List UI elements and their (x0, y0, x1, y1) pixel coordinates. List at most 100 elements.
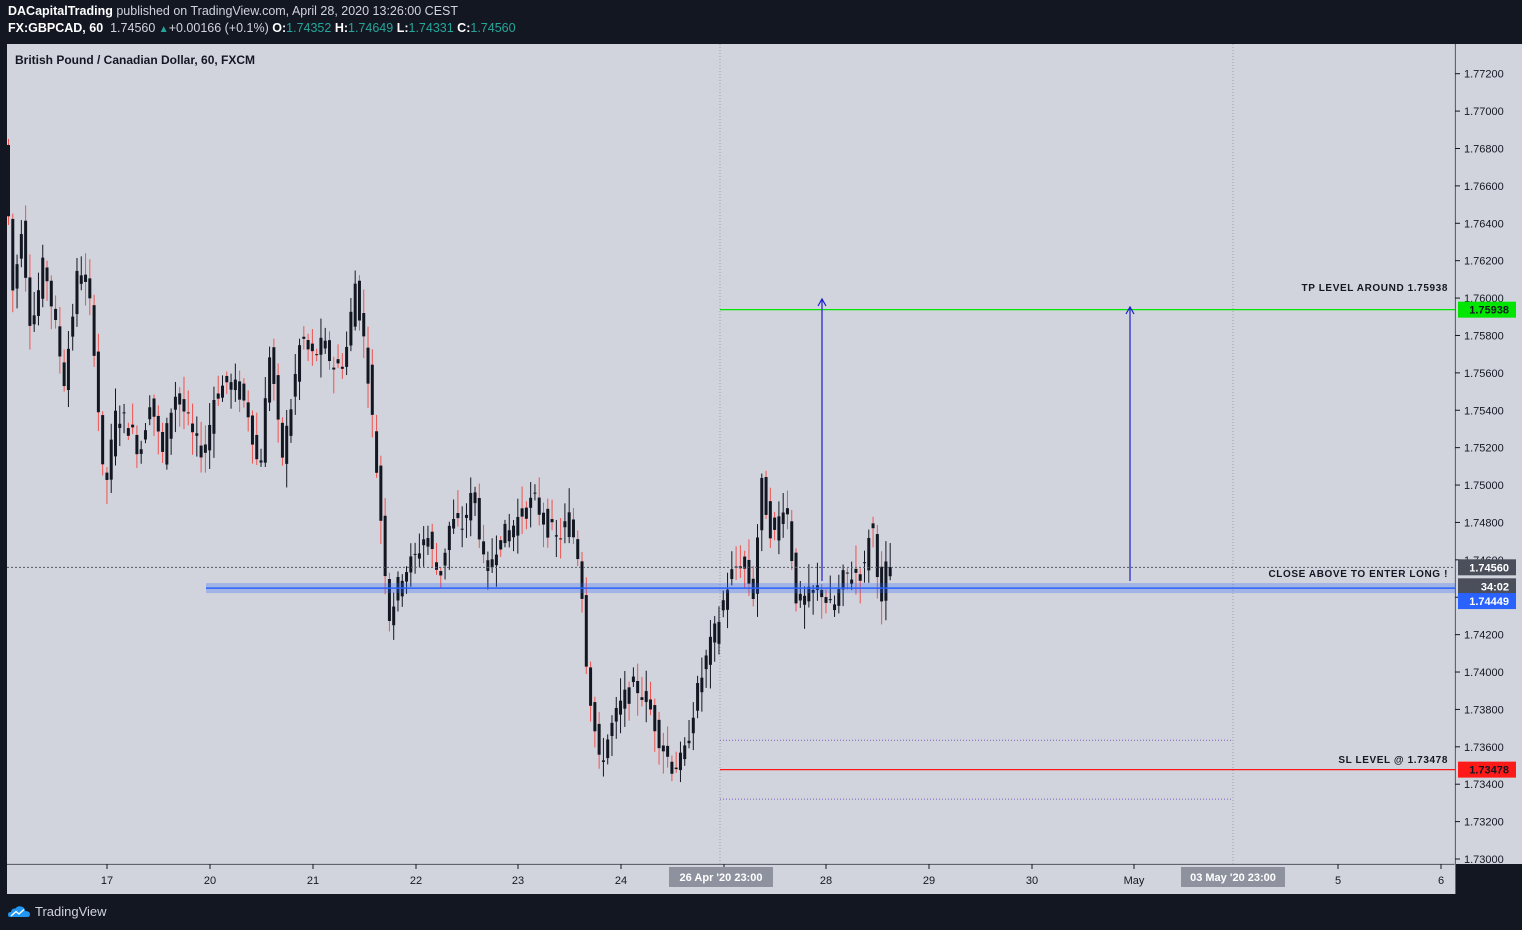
price-tags: 1.74560 34:02 1.74449 1.75938 1.73478 (1458, 301, 1516, 778)
candle-body (490, 559, 494, 568)
last-price: 1.74560 (110, 21, 156, 35)
chart-area[interactable]: British Pound / Canadian Dollar, 60, FXC… (0, 44, 1522, 894)
date-tag-start: 26 Apr '20 23:00 (680, 872, 763, 884)
candle-body (375, 431, 379, 473)
candle-body (482, 541, 486, 555)
candle-body (191, 423, 195, 433)
candle-body (640, 697, 644, 700)
candle-body (280, 422, 284, 458)
candle-body (773, 517, 777, 530)
candle-body (798, 593, 802, 601)
candle-body (422, 539, 426, 546)
candle-body (743, 556, 747, 569)
candle-body (435, 562, 438, 570)
candle-body (186, 412, 190, 414)
candle-body (529, 497, 533, 508)
candle-body (614, 707, 618, 722)
candle-body (383, 515, 387, 577)
candle-body (533, 492, 537, 494)
countdown-tag: 34:02 (1481, 581, 1509, 593)
candle-body (105, 472, 109, 480)
candle-body (49, 280, 53, 307)
candle-body (811, 589, 815, 593)
candle-body (182, 399, 186, 412)
candle-body (233, 379, 237, 391)
candle-body (863, 562, 866, 564)
plot-background[interactable] (7, 44, 1455, 864)
tradingview-cloud-icon (8, 905, 30, 917)
candle-body (229, 382, 233, 390)
low-value: 1.74331 (408, 21, 454, 35)
candle-body (653, 705, 657, 732)
candle-body (143, 430, 147, 440)
candle-body (721, 600, 725, 611)
date-tags: 26 Apr '20 23:00 03 May '20 23:00 (669, 867, 1285, 887)
candle-body (563, 521, 567, 528)
tp-annotation: TP LEVEL AROUND 1.75938 (1302, 283, 1448, 294)
candle-body (310, 343, 314, 352)
candle-body (456, 513, 460, 519)
price-axis[interactable] (1456, 44, 1522, 864)
candle-body (426, 538, 430, 547)
y-tick-label: 1.75400 (1464, 405, 1504, 417)
date-tag-end: 03 May '20 23:00 (1190, 872, 1276, 884)
candle-body (845, 572, 849, 574)
candle-body (156, 415, 160, 432)
candle-body (58, 326, 62, 357)
x-tick-label: 17 (101, 875, 113, 887)
candle-body (272, 347, 276, 384)
candle-body (66, 348, 70, 391)
author-name[interactable]: DACapitalTrading (8, 4, 113, 18)
candle-body (250, 415, 254, 445)
candle-body (41, 257, 45, 299)
entry-price-tag: 1.74449 (1469, 596, 1509, 608)
candle-body (854, 568, 858, 573)
candle-body (781, 512, 785, 524)
x-tick-label: 24 (615, 875, 627, 887)
y-tick-label: 1.74000 (1464, 667, 1504, 679)
candle-body (486, 560, 490, 571)
candle-body (152, 398, 156, 417)
candle-body (246, 402, 250, 418)
candle-body (169, 412, 173, 439)
chart-svg[interactable]: British Pound / Canadian Dollar, 60, FXC… (0, 44, 1522, 894)
candle-body (503, 523, 507, 544)
candle-body (777, 516, 781, 541)
y-tick-label: 1.75600 (1464, 368, 1504, 380)
candle-body (379, 465, 383, 521)
candle-body (75, 270, 79, 315)
candle-body (880, 566, 884, 602)
symbol-label: FX:GBPCAD, 60 (8, 21, 104, 35)
candle-body (678, 752, 682, 771)
candle-body (447, 525, 451, 551)
candle-body (216, 393, 220, 399)
tradingview-logo[interactable]: TradingView (8, 904, 107, 919)
candle-body (747, 559, 751, 584)
candle-body (858, 574, 862, 581)
candle-body (255, 434, 259, 460)
candle-body (850, 579, 854, 584)
candle-body (178, 393, 182, 405)
candle-body (584, 595, 588, 667)
candle-body (768, 501, 772, 539)
candle-body (24, 220, 28, 278)
candle-body (875, 534, 879, 578)
candle-body (242, 383, 246, 401)
candle-body (285, 425, 289, 464)
candle-body (571, 519, 575, 538)
candle-body (593, 702, 597, 732)
x-tick-label: 30 (1026, 875, 1038, 887)
candle-body (289, 409, 293, 436)
candle-body (370, 364, 374, 415)
candle-body (554, 535, 558, 537)
candle-body (841, 570, 845, 590)
candle-body (700, 677, 704, 693)
candle-body (131, 424, 135, 428)
y-tick-label: 1.77000 (1464, 106, 1504, 118)
candle-body (803, 595, 807, 605)
candle-body (114, 410, 117, 457)
candle-body (794, 552, 798, 604)
candle-body (524, 507, 528, 519)
candle-body (760, 477, 764, 531)
candle-body (460, 528, 464, 530)
